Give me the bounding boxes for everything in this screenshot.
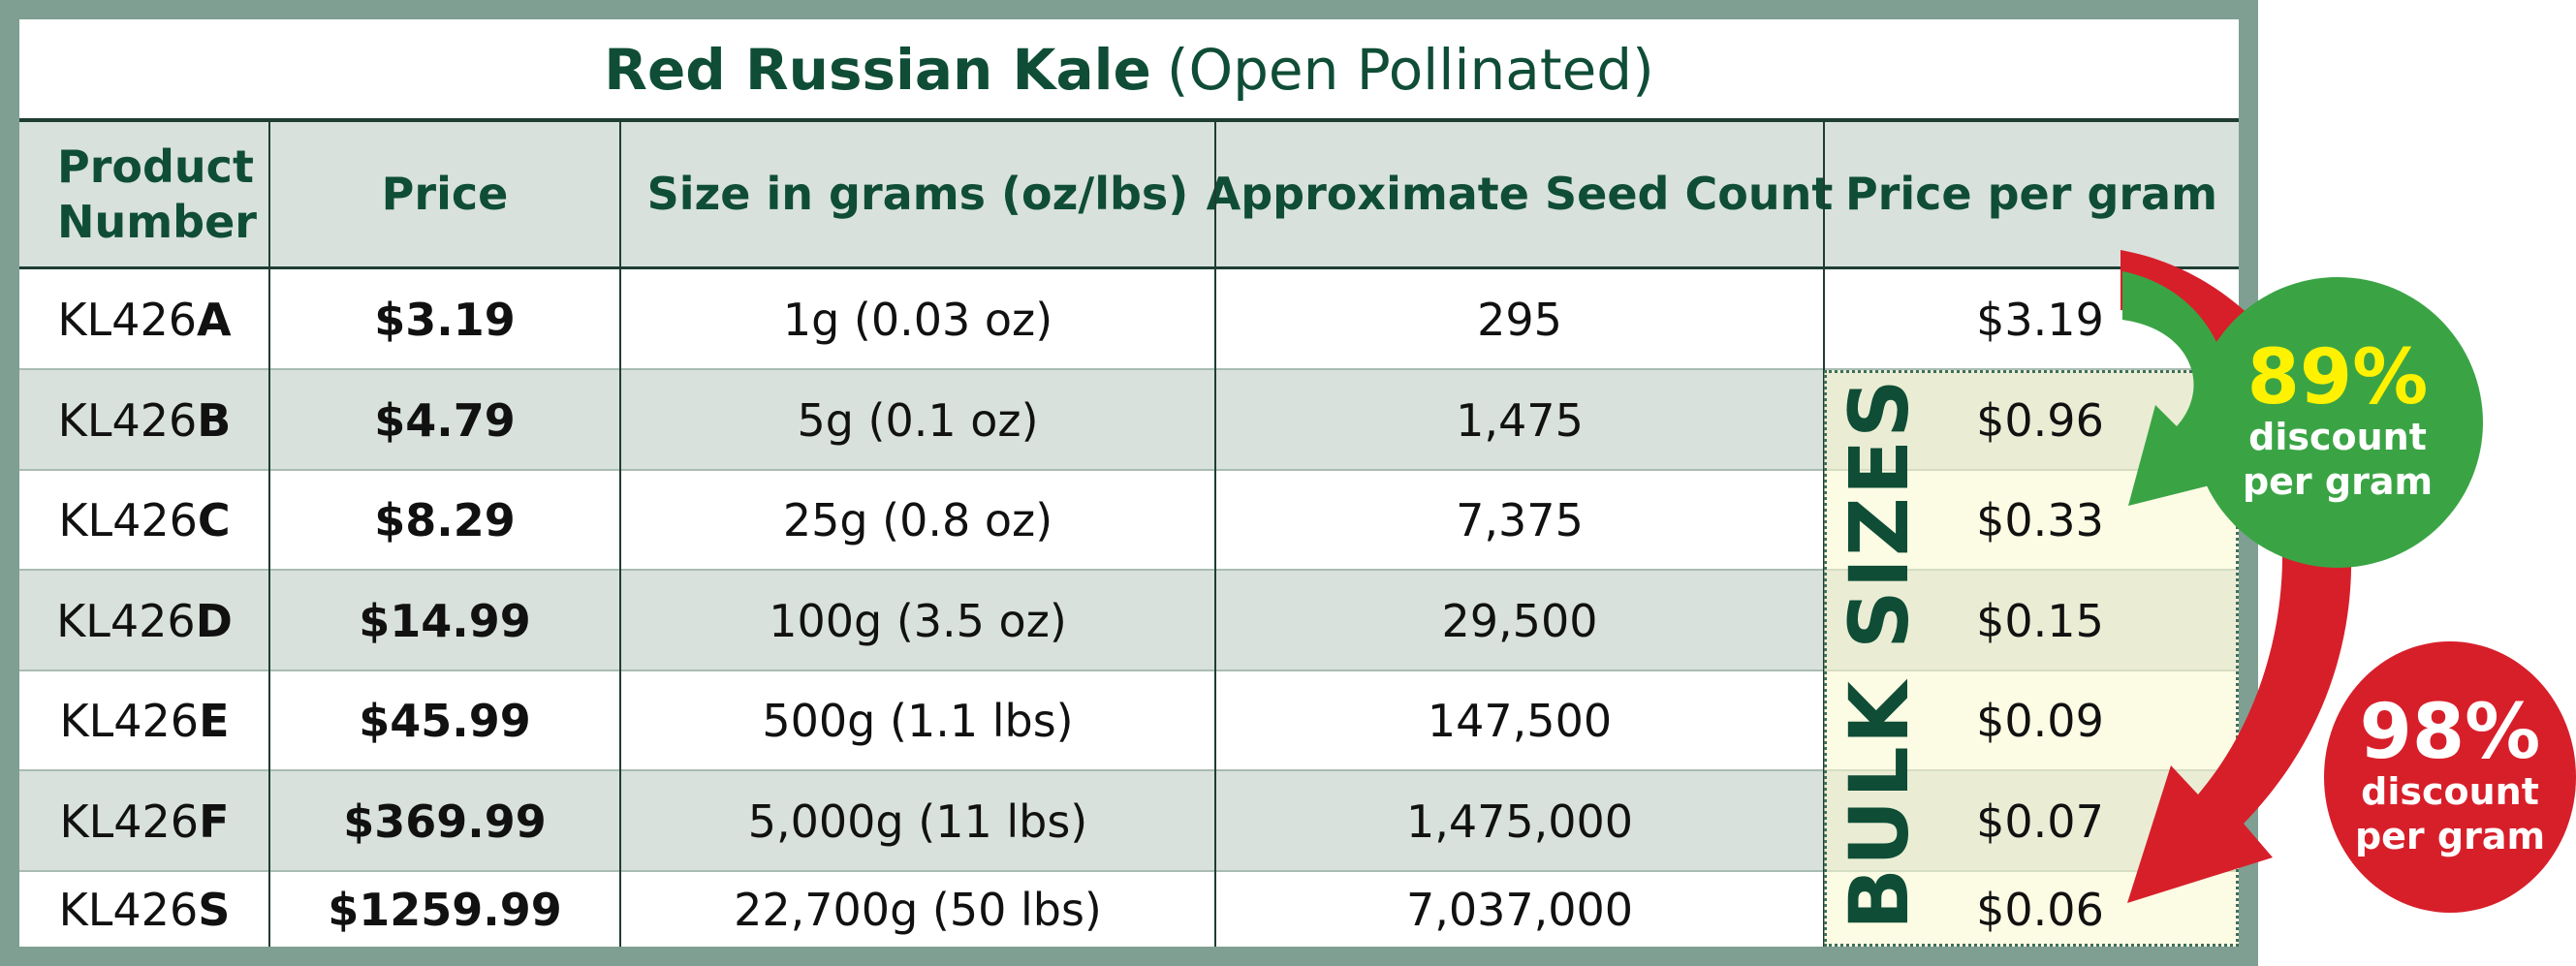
seed-count: 7,375 <box>1456 494 1584 546</box>
title-name: Red Russian Kale <box>604 37 1151 103</box>
price-table: Red Russian Kale (Open Pollinated) Produ… <box>19 19 2239 947</box>
product-code: KL426 <box>57 293 197 346</box>
price-per-gram: $0.15 <box>1976 594 2104 647</box>
product-suffix: C <box>197 494 231 546</box>
red-discount-badge: 98% discount per gram <box>2324 641 2576 913</box>
product-code: KL426 <box>58 494 198 546</box>
seed-count: 7,037,000 <box>1405 883 1634 936</box>
product-suffix: E <box>199 695 230 747</box>
header-price-per-gram: Price per gram <box>1844 168 2218 221</box>
price: $1259.99 <box>328 883 562 936</box>
product-code: KL426 <box>57 393 198 447</box>
seed-count: 1,475 <box>1456 393 1584 447</box>
header-product-number-label: Product Number <box>57 140 257 249</box>
price: $45.99 <box>359 695 531 747</box>
product-number: KL426 S <box>19 872 269 947</box>
header-row: Product Number Price Size in grams (oz/l… <box>19 122 2239 267</box>
row-divider <box>19 469 2239 471</box>
header-price: Price <box>381 168 509 221</box>
price: $369.99 <box>343 795 547 848</box>
product-suffix: S <box>198 883 231 936</box>
price: $3.19 <box>374 293 516 346</box>
table-row: KL426 A $3.19 1g (0.03 oz) 295 <box>19 269 2239 369</box>
green-discount-line2: per gram <box>2242 460 2434 503</box>
green-discount-line1: discount <box>2248 416 2427 459</box>
red-discount-line2: per gram <box>2354 815 2546 857</box>
product-suffix: D <box>195 594 233 647</box>
price-per-gram: $0.06 <box>1976 883 2104 936</box>
price-per-gram: $0.96 <box>1976 393 2104 447</box>
green-discount-percent: 89% <box>2246 334 2429 422</box>
header-product-number: Product Number <box>19 122 269 267</box>
row-divider <box>19 769 2239 771</box>
price: $14.99 <box>359 594 531 647</box>
size: 25g (0.8 oz) <box>782 494 1053 546</box>
product-code: KL426 <box>59 695 200 747</box>
column-divider <box>1214 120 1216 947</box>
seed-count: 1,475,000 <box>1405 795 1634 848</box>
row-divider <box>19 670 2239 671</box>
product-suffix: B <box>197 393 232 447</box>
green-discount-badge: 89% discount per gram <box>2192 277 2483 568</box>
product-number: KL426 D <box>19 571 269 670</box>
price-per-gram: $0.33 <box>1976 494 2104 546</box>
header-seed-count: Approximate Seed Count <box>1206 168 1834 221</box>
size: 1g (0.03 oz) <box>782 293 1053 346</box>
price: $8.29 <box>374 494 516 546</box>
product-number: KL426 F <box>19 771 269 871</box>
seed-count: 29,500 <box>1441 594 1598 647</box>
title-qualifier: (Open Pollinated) <box>1166 37 1654 103</box>
product-suffix: A <box>196 293 232 346</box>
red-discount-percent: 98% <box>2359 689 2541 777</box>
product-suffix: F <box>199 795 230 848</box>
price-per-gram: $0.07 <box>1976 795 2104 848</box>
size: 22,700g (50 lbs) <box>734 883 1102 936</box>
price-per-gram: $0.09 <box>1976 695 2104 747</box>
column-divider <box>268 120 270 947</box>
red-discount-line1: discount <box>2361 770 2539 814</box>
row-divider <box>19 368 2239 370</box>
product-code: KL426 <box>59 795 200 848</box>
row-divider <box>19 870 2239 872</box>
size: 5g (0.1 oz) <box>797 393 1039 447</box>
size: 100g (3.5 oz) <box>769 594 1067 647</box>
product-number: KL426 B <box>19 370 269 470</box>
row-divider <box>19 569 2239 571</box>
price-per-gram: $3.19 <box>1976 293 2104 346</box>
seed-count: 295 <box>1477 293 1562 346</box>
product-number: KL426 E <box>19 671 269 770</box>
price: $4.79 <box>374 393 516 447</box>
column-divider <box>619 120 621 947</box>
seed-count: 147,500 <box>1427 695 1613 747</box>
product-number: KL426 A <box>19 269 269 369</box>
header-divider <box>19 266 2239 269</box>
header-size: Size in grams (oz/lbs) <box>646 168 1189 221</box>
product-code: KL426 <box>58 883 199 936</box>
product-code: KL426 <box>56 594 196 647</box>
size: 500g (1.1 lbs) <box>762 695 1074 747</box>
product-number: KL426 C <box>19 471 269 570</box>
title-divider <box>19 118 2239 122</box>
size: 5,000g (11 lbs) <box>747 795 1088 848</box>
table-title: Red Russian Kale (Open Pollinated) <box>19 19 2239 120</box>
